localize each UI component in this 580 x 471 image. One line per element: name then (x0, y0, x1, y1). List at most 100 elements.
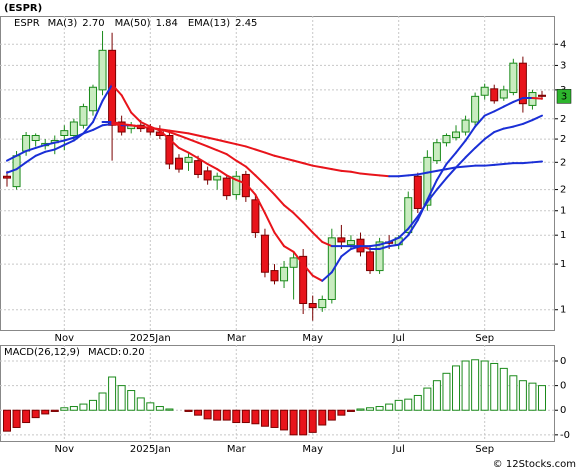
macd-bar (346, 409, 355, 412)
indicator-line (330, 255, 343, 274)
indicator-line (101, 122, 114, 127)
candle-body (79, 106, 88, 126)
indicator-line (416, 171, 429, 176)
candle-body (165, 134, 174, 165)
macd-bar (184, 409, 193, 412)
indicator-line (177, 134, 190, 141)
macd-bar (232, 409, 241, 424)
indicator-line (197, 141, 209, 148)
macd-bar (117, 385, 126, 411)
indicator-line (15, 150, 28, 157)
macd-bar (318, 409, 327, 426)
indicator-line (283, 157, 295, 162)
candle-body (518, 62, 527, 105)
macd-bar (394, 399, 403, 411)
indicator-line (321, 240, 333, 248)
macd-bar (41, 409, 50, 415)
indicator-line (44, 148, 56, 153)
macd-bar (327, 409, 336, 421)
macd-bar (289, 409, 298, 436)
indicator-line (502, 125, 515, 130)
macd-bar (538, 385, 546, 411)
x-tick-label: 2025Jan (130, 333, 171, 344)
candle-body (69, 121, 78, 136)
indicator-line (91, 124, 104, 131)
macd-bar (136, 397, 145, 411)
indicator-line (263, 212, 276, 234)
y-tick-label: 4 (560, 39, 566, 50)
macd-bar (194, 409, 203, 416)
indicator-line (369, 173, 381, 177)
indicator-line (130, 111, 142, 123)
indicator-line (493, 162, 505, 166)
macd-bar (366, 407, 375, 411)
indicator-line (177, 146, 190, 154)
macd-bar (251, 409, 260, 425)
y-tick-label: 2 (560, 185, 566, 196)
indicator-line (283, 204, 295, 215)
indicator-line (225, 153, 238, 162)
macd-bar (404, 398, 413, 411)
macd-bar (241, 409, 250, 424)
y-tick-label: 2 (560, 114, 566, 125)
indicator-line (130, 124, 142, 128)
indicator-line (82, 128, 94, 135)
indicator-line (407, 173, 419, 177)
macd-bar (413, 394, 422, 411)
candle-body (490, 88, 499, 102)
indicator-line (349, 170, 362, 175)
candle-body (423, 156, 432, 206)
candle-body (337, 237, 346, 243)
candle-body (509, 62, 518, 94)
indicator-line (531, 160, 543, 164)
indicator-line (235, 178, 247, 185)
indicator-line (273, 193, 286, 207)
x-tick-label: 2025Jan (130, 444, 171, 455)
indicator-line (292, 159, 305, 165)
macd-bar (165, 408, 174, 411)
indicator-line (91, 99, 104, 123)
indicator-line (63, 139, 75, 146)
y-tick-label: 1 (560, 230, 566, 241)
indicator-line (235, 143, 247, 148)
candle-body (289, 257, 298, 268)
indicator-line (474, 114, 486, 128)
candle-body (442, 134, 451, 144)
macd-bar (490, 362, 499, 411)
candle-body (232, 175, 241, 196)
candle-body (98, 49, 107, 91)
indicator-line (426, 178, 438, 201)
macd-bar (299, 409, 308, 436)
indicator-line (311, 274, 324, 282)
candle-body (184, 156, 193, 163)
candle-body (194, 160, 203, 175)
indicator-line (340, 169, 352, 173)
indicator-line (483, 163, 496, 167)
indicator-line (44, 141, 56, 146)
indicator-line (216, 138, 228, 143)
indicator-line (187, 151, 200, 160)
indicator-line (397, 227, 410, 239)
candle-body (413, 175, 422, 209)
indicator-line (321, 271, 333, 282)
macd-bar (213, 409, 222, 421)
indicator-line (493, 127, 505, 134)
indicator-line (502, 162, 515, 165)
macd-bar (98, 392, 107, 411)
indicator-line (244, 145, 257, 151)
indicator-line (244, 182, 257, 196)
indicator-line (502, 100, 515, 108)
indicator-line (464, 146, 477, 159)
indicator-line (120, 94, 133, 114)
indicator-line (206, 145, 219, 152)
x-tick-label: Mar (227, 333, 247, 344)
indicator-line (139, 125, 152, 129)
candle-body (117, 121, 126, 133)
y-tick-label: 2 (560, 134, 566, 145)
chart-title: (ESPR) (4, 3, 42, 14)
indicator-line (168, 138, 180, 149)
indicator-line (225, 140, 238, 146)
candle-body (480, 86, 489, 96)
macd-bar (442, 372, 451, 411)
y-tick-label: 0 (560, 381, 566, 392)
